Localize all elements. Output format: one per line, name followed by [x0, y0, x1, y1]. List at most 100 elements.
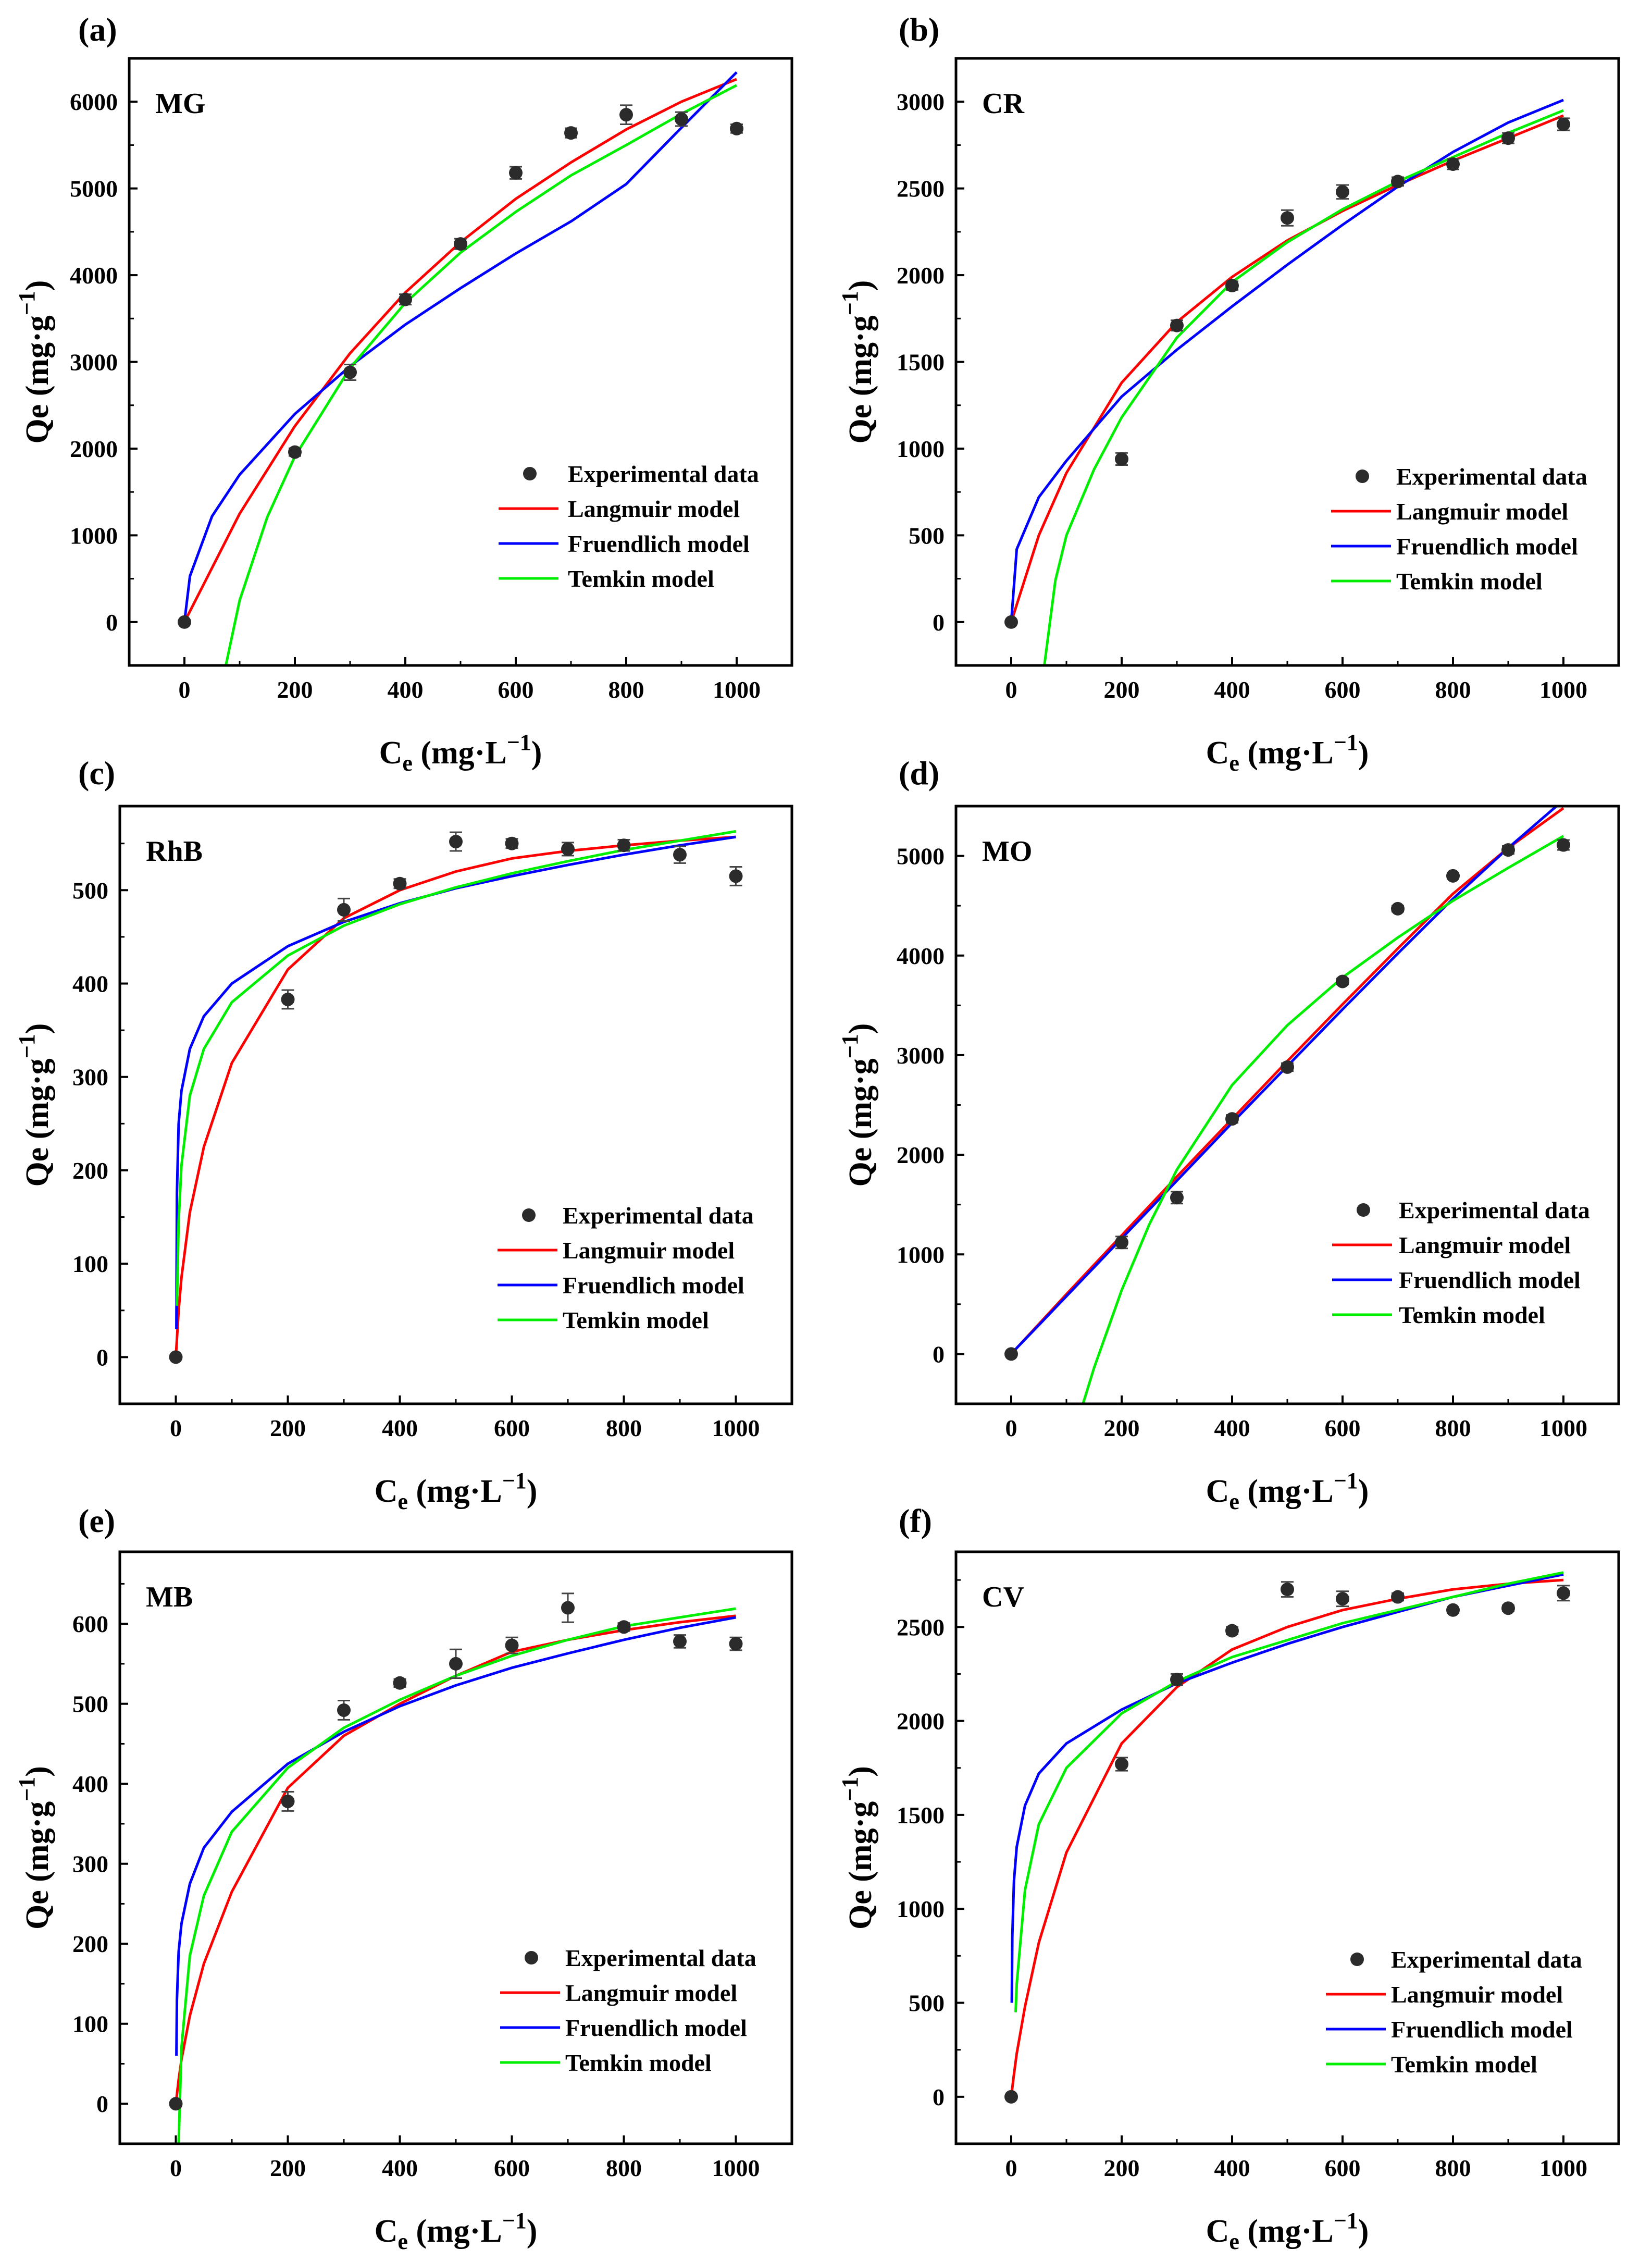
data-point [449, 1657, 463, 1671]
data-point [1281, 1060, 1294, 1074]
y-axis-title-close: ) [20, 1023, 55, 1034]
y-tick-label: 500 [72, 877, 108, 904]
x-tick-label: 200 [270, 1415, 306, 1441]
legend-label: Experimental data [563, 1202, 754, 1229]
x-axis-title-close: ) [1358, 1474, 1369, 1509]
data-point [337, 1703, 351, 1717]
data-point [1557, 1586, 1570, 1600]
y-axis-title-exp: −1 [14, 1034, 40, 1058]
legend-label: Experimental data [1399, 1197, 1590, 1224]
data-point [1004, 1347, 1018, 1361]
x-tick-label: 0 [1005, 676, 1017, 703]
data-point [337, 903, 351, 917]
legend: Experimental data Langmuir model Fruendlic… [500, 1945, 756, 2076]
langmuir-curve [1010, 1578, 1564, 2097]
x-tick-label: 800 [1435, 2155, 1471, 2181]
data-point [564, 126, 578, 140]
experimental-points [1004, 1581, 1570, 2104]
y-axis-title: Qe (mg·g−1) [837, 1766, 878, 1930]
x-tick-label: 800 [606, 2155, 642, 2181]
plot-frame [954, 1550, 1620, 2145]
chart-mb: (e) MB 0 200 400 600 800 1000 0 100 200 300 400 500 60… [14, 1502, 793, 2254]
data-point [673, 848, 687, 862]
legend-label: Langmuir model [1391, 1981, 1563, 2008]
x-axis-title: Ce (mg·L−1) [1206, 730, 1369, 776]
legend-label: Temkin model [1396, 568, 1543, 595]
data-point [169, 2097, 183, 2111]
y-axis-title-exp: −1 [14, 291, 40, 315]
freundlich-curve [1010, 98, 1564, 622]
x-axis-title-main: C [375, 2214, 398, 2249]
freundlich-curve [183, 71, 738, 623]
y-tick-label: 3000 [70, 349, 118, 376]
chart-mo: (d) MO 0 200 400 600 800 1000 0 1000 2000 3000 4000 5… [837, 755, 1620, 1514]
y-axis-title: Qe (mg·g−1) [14, 280, 55, 444]
x-axis-title-exp: −1 [507, 730, 531, 755]
legend-marker-experimental [1357, 1203, 1370, 1217]
data-point [449, 835, 463, 849]
y-tick-label: 0 [96, 2091, 108, 2117]
data-point [1557, 838, 1570, 852]
y-tick-label: 0 [96, 1344, 108, 1370]
y-axis-title: Qe (mg·g−1) [14, 1023, 55, 1187]
data-point [1115, 452, 1128, 466]
x-axis-title-unit: (mg·L [413, 735, 507, 771]
model-curves [1010, 1571, 1564, 2097]
x-axis-title-close: ) [527, 1474, 538, 1509]
data-point [1115, 1235, 1128, 1250]
experimental-points [1004, 838, 1570, 1361]
data-point [288, 445, 302, 459]
legend-marker-experimental [525, 1951, 538, 1965]
legend-label: Temkin model [568, 565, 714, 592]
x-tick-label: 200 [1104, 2155, 1140, 2181]
data-point [1004, 615, 1018, 629]
x-axis-title-exp: −1 [502, 2208, 527, 2233]
experimental-points [178, 104, 743, 629]
plot-frame [118, 805, 793, 1405]
y-tick-label: 4000 [897, 943, 945, 969]
x-tick-label: 600 [1325, 1415, 1361, 1441]
x-axis-title-exp: −1 [1334, 2208, 1358, 2233]
temkin-curve [177, 1607, 736, 2144]
y-axis-title-exp: −1 [837, 291, 863, 315]
legend-label: Experimental data [565, 1945, 756, 1971]
x-tick-label: 800 [608, 676, 644, 703]
legend-label: Temkin model [1391, 2051, 1537, 2078]
chart-label: RhB [146, 835, 203, 868]
legend-label: Langmuir model [1396, 498, 1568, 525]
y-tick-label: 300 [72, 1851, 108, 1877]
legend-label: Langmuir model [563, 1237, 735, 1264]
legend-label: Experimental data [1396, 463, 1587, 490]
data-point [393, 876, 407, 891]
x-axis-title-close: ) [527, 2214, 538, 2249]
y-axis-title-close: ) [20, 1766, 55, 1777]
data-point [1225, 1112, 1239, 1126]
y-tick-label: 500 [72, 1691, 108, 1718]
freundlich-curve [1010, 1573, 1564, 2003]
x-tick-label: 0 [170, 1415, 182, 1441]
plot-frame [954, 805, 1620, 1405]
y-axis-title: Qe (mg·g−1) [14, 1766, 55, 1930]
data-point [509, 166, 523, 180]
x-tick-label: 400 [388, 676, 424, 703]
temkin-curve [1082, 835, 1564, 1404]
x-axis-title-sub: e [1229, 2229, 1239, 2254]
y-tick-label: 1000 [897, 1896, 945, 1922]
y-axis-title-main: Qe (mg·g [843, 315, 878, 443]
y-tick-label: 500 [909, 522, 945, 549]
langmuir-curve [175, 1614, 736, 2104]
y-tick-label: 1000 [897, 436, 945, 462]
y-axis-title-close: ) [843, 1023, 878, 1034]
y-axis-title-exp: −1 [837, 1034, 863, 1058]
panel-letter: (f) [899, 1502, 932, 1539]
y-tick-label: 400 [72, 1771, 108, 1797]
y-axis-title-main: Qe (mg·g [20, 1058, 55, 1187]
data-point [1391, 901, 1405, 916]
x-axis-title-sub: e [398, 1489, 408, 1514]
legend: Experimental data Langmuir model Fruendlic… [1331, 463, 1587, 595]
data-point [617, 838, 631, 852]
legend-label: Fruendlich model [563, 1272, 744, 1299]
temkin-curve [1014, 1571, 1564, 2012]
y-tick-label: 2500 [897, 1614, 945, 1640]
y-axis-title: Qe (mg·g−1) [837, 280, 878, 444]
